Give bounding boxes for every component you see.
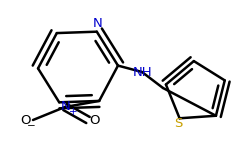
Text: N: N — [92, 17, 102, 30]
Text: −: − — [26, 121, 35, 131]
Text: O: O — [21, 114, 31, 126]
Text: N: N — [61, 100, 70, 114]
Text: S: S — [174, 117, 182, 130]
Text: O: O — [90, 114, 100, 126]
Text: +: + — [68, 107, 77, 117]
Text: NH: NH — [133, 67, 152, 79]
